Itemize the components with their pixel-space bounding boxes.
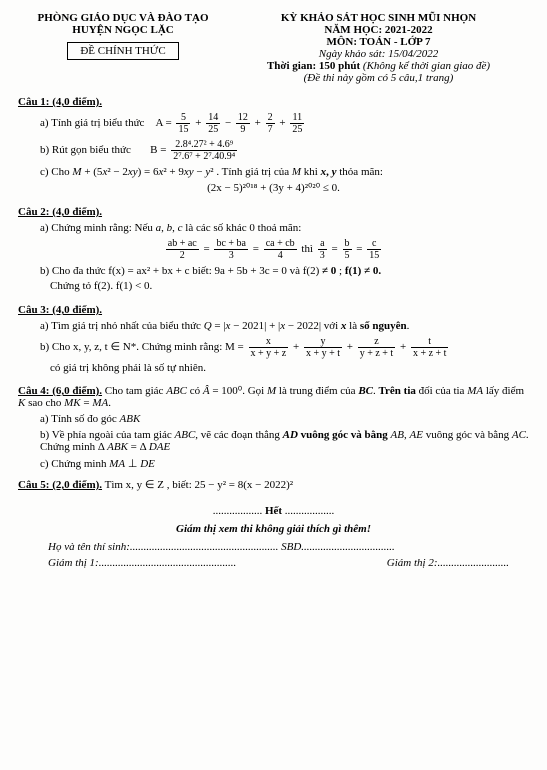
frac-b: 2.8⁴.27² + 4.6⁹2⁷.6⁷ + 2⁷.40.9⁴ (171, 139, 237, 162)
org-line2: HUYỆN NGỌC LẶC (18, 24, 228, 36)
q3a-text: a) Tìm giá trị nhỏ nhất của biểu thức Q … (40, 320, 409, 332)
then: thì (301, 243, 315, 255)
q4c: c) Chứng minh MA ⊥ DE (40, 457, 529, 470)
frac: 1425 (206, 112, 220, 135)
q1b-eq: B = (150, 144, 166, 156)
header-left: PHÒNG GIÁO DỤC VÀ ĐÀO TẠO HUYỆN NGỌC LẶC… (18, 12, 228, 84)
note: Giám thị xem thi không giải thích gì thê… (18, 523, 529, 535)
frac: xx + y + z (249, 336, 289, 359)
frac: 1125 (290, 112, 304, 135)
q1a: a) Tính giá trị biểu thức A = 515 + 1425… (40, 112, 529, 135)
frac: 515 (176, 112, 190, 135)
q3a: a) Tìm giá trị nhỏ nhất của biểu thức Q … (40, 320, 529, 332)
date: Ngày khảo sát: 15/04/2022 (228, 48, 529, 60)
page-info: (Đề thi này gồm có 5 câu,1 trang) (228, 72, 529, 84)
q1-title: Câu 1: (4,0 điểm). (18, 96, 529, 108)
year: NĂM HỌC: 2021-2022 (228, 24, 529, 36)
header: PHÒNG GIÁO DỤC VÀ ĐÀO TẠO HUYỆN NGỌC LẶC… (18, 12, 529, 84)
q3-title: Câu 3: (4,0 điểm). (18, 304, 529, 316)
frac: tx + z + t (411, 336, 449, 359)
frac: bc + ba3 (214, 238, 248, 261)
q2b2: Chứng tỏ f(2). f(1) < 0. (50, 280, 529, 292)
q2b-text: b) Cho đa thức f(x) = ax² + bx + c biết:… (40, 265, 381, 277)
frac: b5 (343, 238, 352, 261)
q3b-text: b) Cho x, y, z, t ∈ N*. Chứng minh rằng:… (40, 341, 244, 353)
subject: MÔN: TOÁN - LỚP 7 (228, 36, 529, 48)
q4: Câu 4: (6,0 điểm). Cho tam giác ABC có Â… (18, 384, 529, 409)
frac: 27 (266, 112, 275, 135)
q5: Câu 5: (2,0 điểm). Tìm x, y ∈ Z , biết: … (18, 478, 529, 491)
q2a-text: a) Chứng minh rằng: Nếu a, b, c là các s… (40, 222, 301, 234)
end-marker: .................. Hết .................… (18, 505, 529, 517)
q2b: b) Cho đa thức f(x) = ax² + bx + c biết:… (40, 265, 529, 277)
q3b2: có giá trị không phải là số tự nhiên. (50, 362, 529, 374)
official-box: ĐỀ CHÍNH THỨC (67, 42, 178, 60)
frac: ca + cb4 (264, 238, 297, 261)
q2a-eq: ab + ac2 = bc + ba3 = ca + cb4 thì a3 = … (18, 238, 529, 261)
q4-title: Câu 4: (6,0 điểm). (18, 385, 102, 397)
q5-text: Tìm x, y ∈ Z , biết: 25 − y² = 8(x − 202… (105, 479, 293, 491)
q4a: a) Tính số đo góc ABK (40, 413, 529, 425)
duration: Thời gian: 150 phút (Không kể thời gian … (228, 60, 529, 72)
gt1: Giám thị 1:.............................… (48, 557, 236, 569)
frac: 129 (236, 112, 250, 135)
header-right: KỲ KHẢO SÁT HỌC SINH MŨI NHỌN NĂM HỌC: 2… (228, 12, 529, 84)
q5-title: Câu 5: (2,0 điểm). (18, 479, 102, 491)
q1b: b) Rút gọn biểu thức B = 2.8⁴.27² + 4.6⁹… (40, 139, 529, 162)
name-line: Họ và tên thí sinh:.....................… (48, 541, 529, 553)
org-line1: PHÒNG GIÁO DỤC VÀ ĐÀO TẠO (18, 12, 228, 24)
frac: ab + ac2 (166, 238, 199, 261)
q1c-eq: (2x − 5)²⁰¹⁸ + (3y + 4)²⁰²⁰ ≤ 0. (18, 181, 529, 194)
q4b: b) Về phía ngoài của tam giác ABC, vẽ cá… (40, 429, 529, 453)
frac: c15 (367, 238, 381, 261)
q1a-text: a) Tính giá trị biểu thức (40, 117, 144, 129)
q1c: c) Cho M + (5x² − 2xy) = 6x² + 9xy − y² … (40, 166, 529, 178)
frac: zy + z + t (358, 336, 396, 359)
q2-title: Câu 2: (4,0 điểm). (18, 206, 529, 218)
exam-title: KỲ KHẢO SÁT HỌC SINH MŨI NHỌN (228, 12, 529, 24)
q1b-text: b) Rút gọn biểu thức (40, 144, 131, 156)
q1c-text: c) Cho M + (5x² − 2xy) = 6x² + 9xy − y² … (40, 166, 383, 178)
frac: a3 (318, 238, 327, 261)
frac: yx + y + t (304, 336, 342, 359)
q1a-eq: A = (155, 117, 171, 129)
q2a: a) Chứng minh rằng: Nếu a, b, c là các s… (40, 222, 529, 234)
q3b: b) Cho x, y, z, t ∈ N*. Chứng minh rằng:… (40, 336, 529, 359)
gt2: Giám thị 2:.......................... (387, 557, 509, 569)
